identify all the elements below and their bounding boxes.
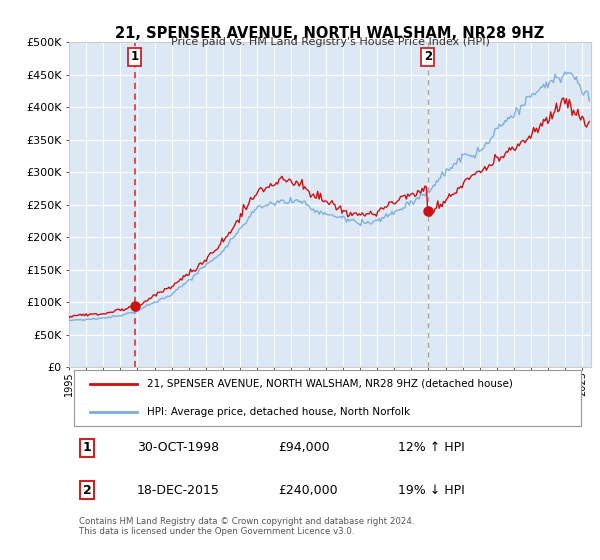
Title: 21, SPENSER AVENUE, NORTH WALSHAM, NR28 9HZ: 21, SPENSER AVENUE, NORTH WALSHAM, NR28 … — [115, 26, 545, 41]
Text: 1: 1 — [130, 50, 139, 63]
Text: Price paid vs. HM Land Registry's House Price Index (HPI): Price paid vs. HM Land Registry's House … — [170, 37, 490, 47]
Text: £240,000: £240,000 — [278, 484, 337, 497]
Text: 19% ↓ HPI: 19% ↓ HPI — [398, 484, 464, 497]
Text: 1: 1 — [83, 441, 92, 454]
Text: 2: 2 — [83, 484, 92, 497]
Text: 2: 2 — [424, 50, 432, 63]
FancyBboxPatch shape — [74, 370, 581, 426]
Text: 12% ↑ HPI: 12% ↑ HPI — [398, 441, 464, 454]
Text: £94,000: £94,000 — [278, 441, 329, 454]
Text: HPI: Average price, detached house, North Norfolk: HPI: Average price, detached house, Nort… — [148, 407, 410, 417]
Text: 21, SPENSER AVENUE, NORTH WALSHAM, NR28 9HZ (detached house): 21, SPENSER AVENUE, NORTH WALSHAM, NR28 … — [148, 379, 513, 389]
Text: 30-OCT-1998: 30-OCT-1998 — [137, 441, 219, 454]
Text: Contains HM Land Registry data © Crown copyright and database right 2024.
This d: Contains HM Land Registry data © Crown c… — [79, 516, 415, 536]
Text: 18-DEC-2015: 18-DEC-2015 — [137, 484, 220, 497]
